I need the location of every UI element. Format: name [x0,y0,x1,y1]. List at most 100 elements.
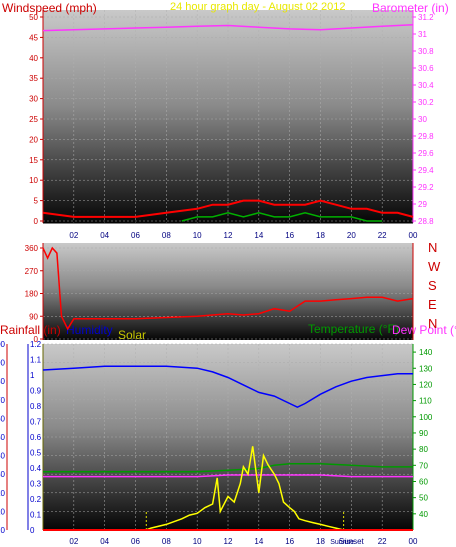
temperature-tick-label: 50 [419,494,428,503]
temperature-line [43,462,413,473]
humidity-tick-label: 30 [0,470,6,479]
wind-x-tick-label: 20 [347,231,356,240]
barometer-tick-label: 28.8 [418,217,434,226]
barometer-line [42,23,414,32]
temperature-axis-label: Temperature (°F) [308,322,399,336]
wind-x-tick-label: 16 [285,231,294,240]
windspeed-tick-label: 0 [34,217,39,226]
humidity-tick-label: 40 [0,452,6,461]
rain-x-tick-label: 02 [69,537,78,546]
wind-x-tick-label: 22 [378,231,387,240]
dewpoint-axis-label: Dew Point (°F) [392,323,456,337]
rain-tick-label: 1.1 [30,356,42,365]
wind-x-tick-label: 10 [193,231,202,240]
rain-x-tick-label: 14 [254,537,263,546]
barometer-tick-label: 29.8 [418,132,434,141]
barometer-tick-label: 29.4 [418,166,434,175]
rain-x-tick-label: 16 [285,537,294,546]
barometer-tick-label: 30.8 [418,47,434,56]
windspeed-tick-label: 35 [29,74,38,83]
compass-label: E [428,297,437,312]
rainfall-axis-label: Rainfall (in) [0,323,61,337]
temperature-tick-label: 70 [419,461,428,470]
humidity-tick-label: 60 [0,414,6,423]
windspeed-axis-label: Windspeed (mph) [2,1,97,15]
windspeed-tick-label: 45 [29,33,38,42]
barometer-tick-label: 30.6 [418,64,434,73]
humidity-tick-label: 0 [1,526,6,535]
rain-tick-label: 0.1 [30,511,42,520]
windspeed-line [42,199,414,218]
solar-axis-label: Solar [118,328,146,342]
barometer-tick-label: 29.6 [418,149,434,158]
windspeed-tick-label: 20 [29,135,38,144]
barometer-tick-label: 30.2 [418,98,434,107]
temperature-tick-label: 90 [419,429,428,438]
rain-x-tick-label: 08 [162,537,171,546]
rain-tick-label: 0.9 [30,387,42,396]
rain-x-tick-label: 10 [193,537,202,546]
gust-line [181,212,383,222]
rain-tick-label: 0.3 [30,480,42,489]
windspeed-tick-label: 50 [29,13,38,22]
humidity-tick-label: 90 [0,359,6,368]
title: 24 hour graph day - August 02 2012 [170,1,346,13]
rain-x-tick-label: Sunset [339,537,365,546]
compass-label: N [428,240,437,255]
wind-x-tick-label: 14 [254,231,263,240]
barometer-tick-label: 29.2 [418,183,434,192]
temperature-tick-label: 80 [419,445,428,454]
rain-tick-label: 0.5 [30,449,42,458]
humidity-tick-label: 70 [0,396,6,405]
compass-label: N [428,316,437,331]
rain-tick-label: 1 [30,371,35,380]
direction-tick-label: 270 [25,267,39,276]
compass-label: W [428,259,441,274]
direction-tick-label: 360 [25,244,39,253]
rain-x-tick-label: 06 [131,537,140,546]
temperature-tick-label: 40 [419,510,428,519]
rain-tick-label: 0.7 [30,418,42,427]
rain-x-tick-label: 00 [409,537,418,546]
rain-tick-label: 0 [30,526,35,535]
temperature-tick-label: 60 [419,477,428,486]
direction-panel-background [43,243,413,340]
barometer-tick-label: 30 [418,115,427,124]
wind-x-tick-label: 04 [100,231,109,240]
windspeed-tick-label: 40 [29,54,38,63]
rain-x-tick-label: 04 [100,537,109,546]
humidity-tick-label: 50 [0,433,6,442]
wind-x-tick-label: 08 [162,231,171,240]
rain-tick-label: 0.2 [30,495,42,504]
rain-tick-label: 1.2 [30,340,42,349]
humidity-tick-label: 100 [0,340,6,349]
humidity-axis-label: Humidity [66,323,113,337]
compass-label: S [428,278,437,293]
wind-x-tick-label: 00 [409,231,418,240]
rain-tick-label: 0.4 [30,464,42,473]
rain-tick-label: 0.8 [30,402,42,411]
humidity-tick-label: 20 [0,489,6,498]
barometer-tick-label: 31 [418,30,427,39]
humidity-tick-label: 10 [0,507,6,516]
sunrise-label: Sunrise [330,539,354,546]
humidity-line [42,365,413,409]
temperature-tick-label: 120 [419,380,433,389]
wind-x-tick-label: 12 [224,231,233,240]
windspeed-tick-label: 30 [29,95,38,104]
direction-line [42,246,414,331]
temperature-tick-label: 110 [419,397,432,406]
barometer-tick-label: 29 [418,200,427,209]
wind-x-tick-label: 18 [316,231,325,240]
humidity-tick-label: 80 [0,377,6,386]
barometer-tick-label: 30.4 [418,81,434,90]
wind-x-tick-label: 06 [131,231,140,240]
windspeed-tick-label: 5 [34,197,39,206]
rain-tick-label: 0.6 [30,433,42,442]
direction-tick-label: 90 [29,312,38,321]
windspeed-tick-label: 15 [29,156,38,165]
windspeed-tick-label: 10 [29,176,38,185]
rain-x-tick-label: 12 [224,537,233,546]
direction-tick-label: 180 [25,290,39,299]
